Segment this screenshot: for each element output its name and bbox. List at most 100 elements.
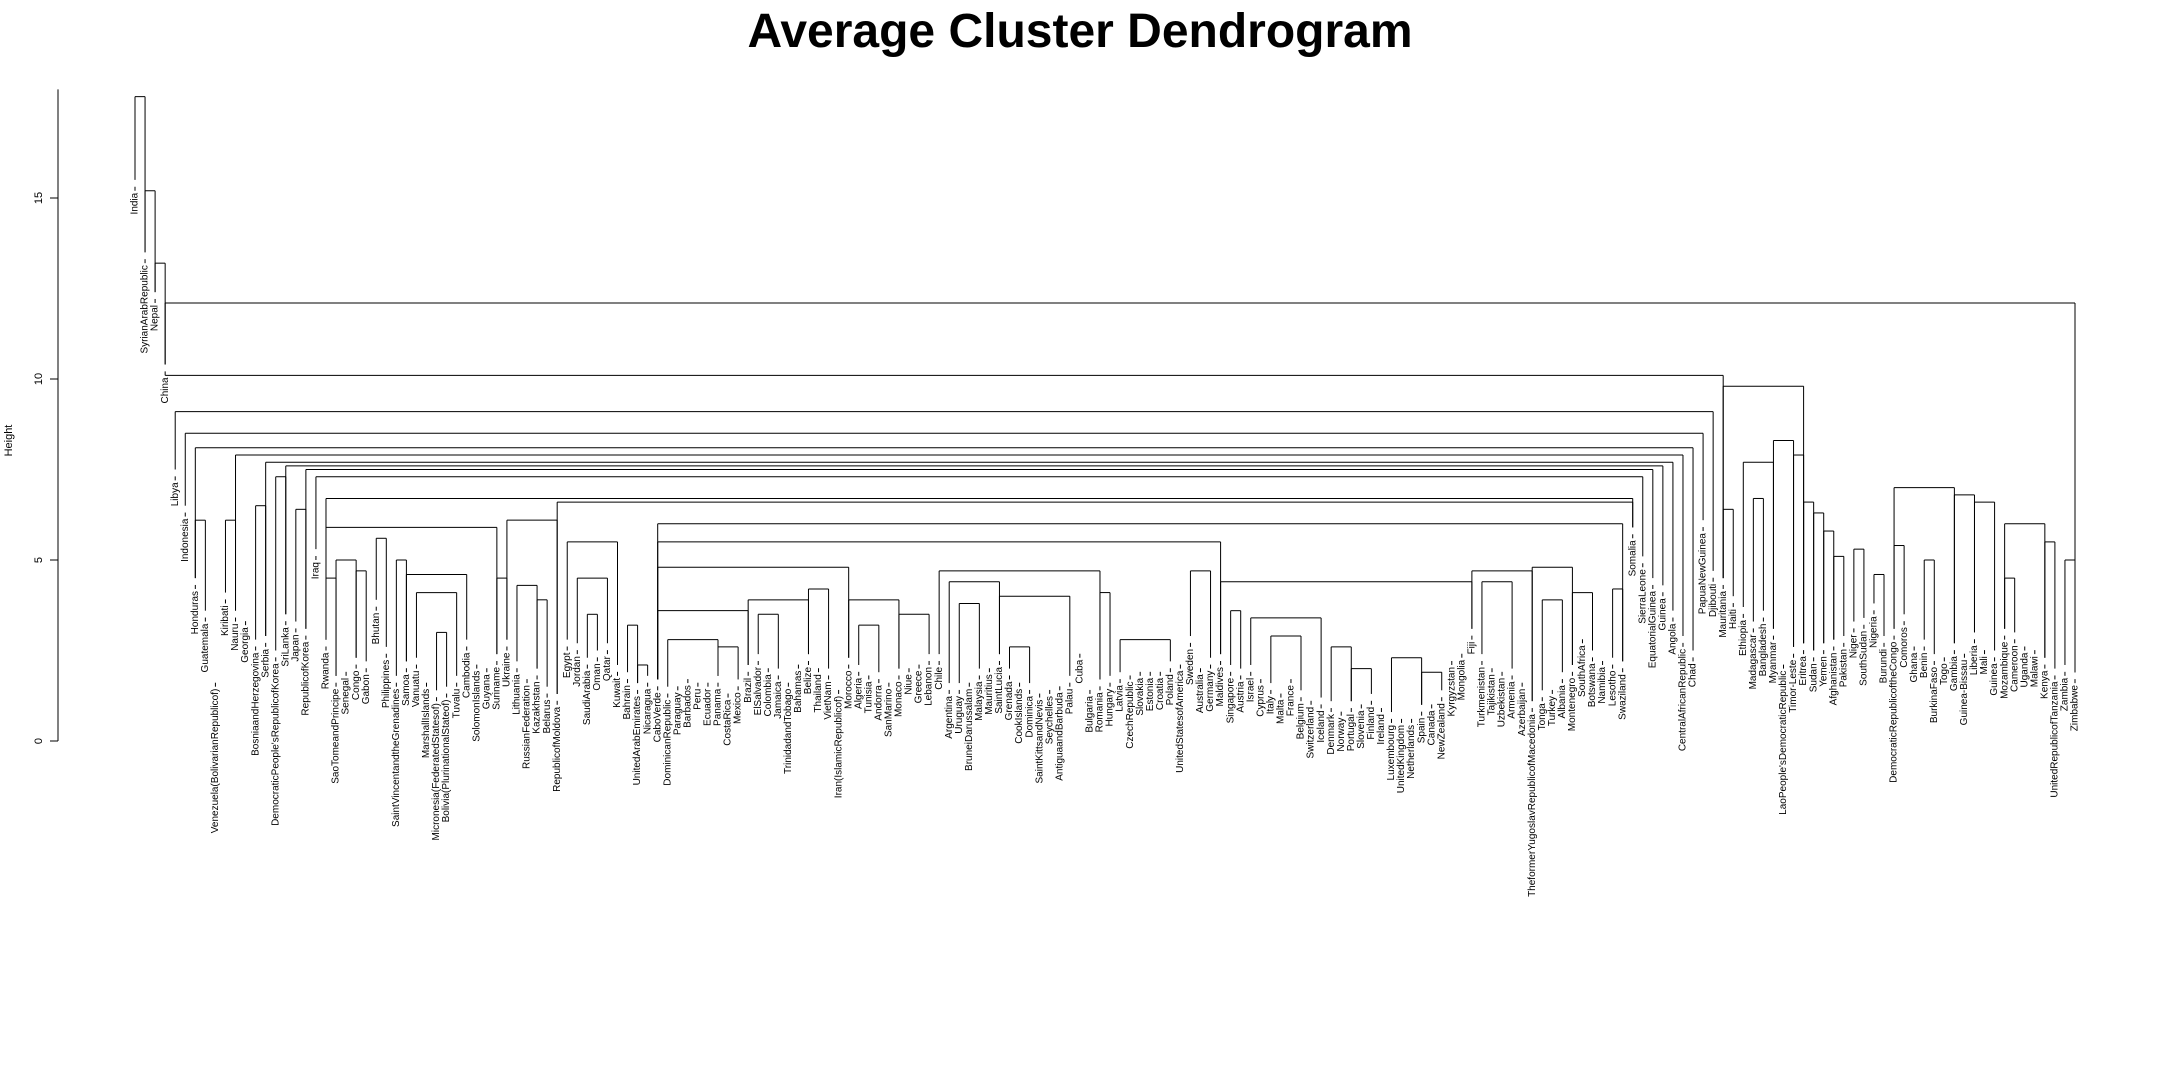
y-axis: 0 5 10 15 Height [3,89,59,744]
leaf-label: Australia [1195,674,1206,713]
leaf-label: Seychelles [1044,696,1055,744]
leaf-label: Nauru [230,624,241,651]
leaf-label: Colombia [763,674,774,717]
leaf-label: Palau [1064,689,1075,715]
leaf-label: Sweden [1185,649,1196,685]
leaf-label: Bangladesh [1758,624,1769,677]
leaf-label: Cambodia [461,652,472,698]
leaf-label: Mozambique [1999,641,2010,699]
leaf-label: UnitedKingdom [1396,725,1407,793]
leaf-label: Vanuatu [411,671,422,708]
leaf-label: TrinidadandTobago [783,688,794,774]
leaf-label: Canada [1426,710,1437,745]
leaf-label: Luxembourg [1386,725,1397,781]
leaf-label: CentralAfricanRepublic [1678,649,1689,751]
leaf-label: Chile [934,667,945,690]
leaf-label: Dominica [1024,696,1035,738]
leaf-label: Somalia [1627,540,1638,577]
leaf-label: Bhutan [371,613,382,645]
leaf-label: BruneiDarussalam [964,689,975,771]
leaf-label: Egypt [562,652,573,678]
leaf-label: Guatemala [200,623,211,672]
leaf-label: Kuwait [612,678,623,708]
leaf-label: Montenegro [1567,677,1578,731]
leaf-label: Mongolia [1456,659,1467,700]
leaf-label: SanMarino [884,688,895,737]
leaf-label: Swaziland [1617,674,1628,720]
leaf-label: Botswana [1587,663,1598,707]
leaf-label: Turkey [1547,696,1558,726]
leaf-label: BosniaandHerzegovina [250,652,261,756]
leaf-label: Mali [1979,656,1990,674]
leaf-label: Italy [1265,696,1276,714]
leaf-label: Angola [1668,623,1679,655]
leaf-label: Sudan [1808,663,1819,692]
leaf-label: Maldives [1215,667,1226,706]
leaf-label: Azerbaijan [1517,689,1528,736]
y-tick-label: 0 [33,738,45,744]
leaf-label: Belize [803,667,814,695]
leaf-label: SouthAfrica [1577,645,1588,697]
leaf-label: Mexico [733,692,744,724]
leaf-label: Nepal [150,305,161,331]
leaf-label: NewZealand [1436,703,1447,759]
leaf-label: SaintKittsandNevis [1034,700,1045,784]
y-tick-label: 10 [33,373,45,385]
leaf-label: Paraguay [672,692,683,735]
leaf-label: Belarus [542,700,553,734]
leaf-label: Guyana [481,674,492,709]
leaf-label: Gabon [361,674,372,704]
leaf-label: Slovenia [1356,710,1367,749]
leaf-label: Albania [1557,685,1568,719]
leaf-label: Malawi [2029,656,2040,687]
leaf-label: Zambia [2060,677,2071,711]
leaf-label: AntiguaandBarbuda [1054,692,1065,781]
leaf-label: Liberia [1969,645,1980,675]
leaf-label: ElSalvador [753,666,764,715]
y-tick-label: 5 [33,557,45,563]
leaf-label: Libya [170,482,181,506]
leaf-label: Uganda [2019,652,2030,687]
leaf-label: Chad [1688,663,1699,687]
dendrogram-tree [134,96,2076,723]
leaf-label: DemocraticPeople'sRepublicofKorea [270,663,281,826]
leaf-label: SaoTomeandPrincipe [331,688,342,783]
leaf-label: Senegal [341,678,352,715]
leaf-label: Philippines [381,660,392,708]
leaf-label: Japan [290,634,301,661]
leaf-label: Tuvalu [451,689,462,719]
leaf-label: UnitedStatesofAmerica [1175,670,1186,773]
leaf-label: Gambia [1949,656,1960,691]
leaf-label: MarshallIslands [421,689,432,758]
leaf-label: Pakistan [1838,649,1849,687]
leaf-label: DemocraticRepublicoftheCongo [1889,641,1900,783]
leaf-label: Rwanda [321,652,332,689]
leaf-label: Iran(IslamicRepublicof) [833,696,844,798]
leaf-label: Peru [693,689,704,710]
leaf-label: Bahamas [793,671,804,713]
leaf-label: Lebanon [924,667,935,706]
leaf-label: CostaRica [723,699,734,746]
leaf-label: Argentina [944,696,955,739]
leaf-label: Ghana [1909,652,1920,682]
leaf-label: Oman [592,663,603,690]
leaf-label: Kenya [2039,670,2050,699]
leaf-label: Austria [1235,681,1246,713]
leaf-label: Tajikistan [1487,674,1498,715]
leaf-label: Georgia [240,627,251,663]
leaf-label: Nicaragua [642,688,653,734]
leaf-label: Grenada [1004,681,1015,720]
leaf-label: Qatar [602,655,613,681]
leaf-label: Bahrain [622,685,633,719]
leaf-label: Netherlands [1406,725,1417,779]
leaf-label: Uzbekistan [1497,678,1508,727]
leaf-label: Brazil [743,678,754,703]
leaf-label: SolomonIslands [471,671,482,742]
leaf-label: Guinea [1989,663,2000,696]
leaf-label: Guinea [1658,598,1669,631]
y-tick-label: 15 [33,192,45,204]
leaf-label: India [130,192,141,214]
leaf-label: Estonia [1145,677,1156,711]
leaf-label: Venezuela(BolivarianRepublicof) [210,689,221,834]
leaf-label: Morocco [843,670,854,709]
